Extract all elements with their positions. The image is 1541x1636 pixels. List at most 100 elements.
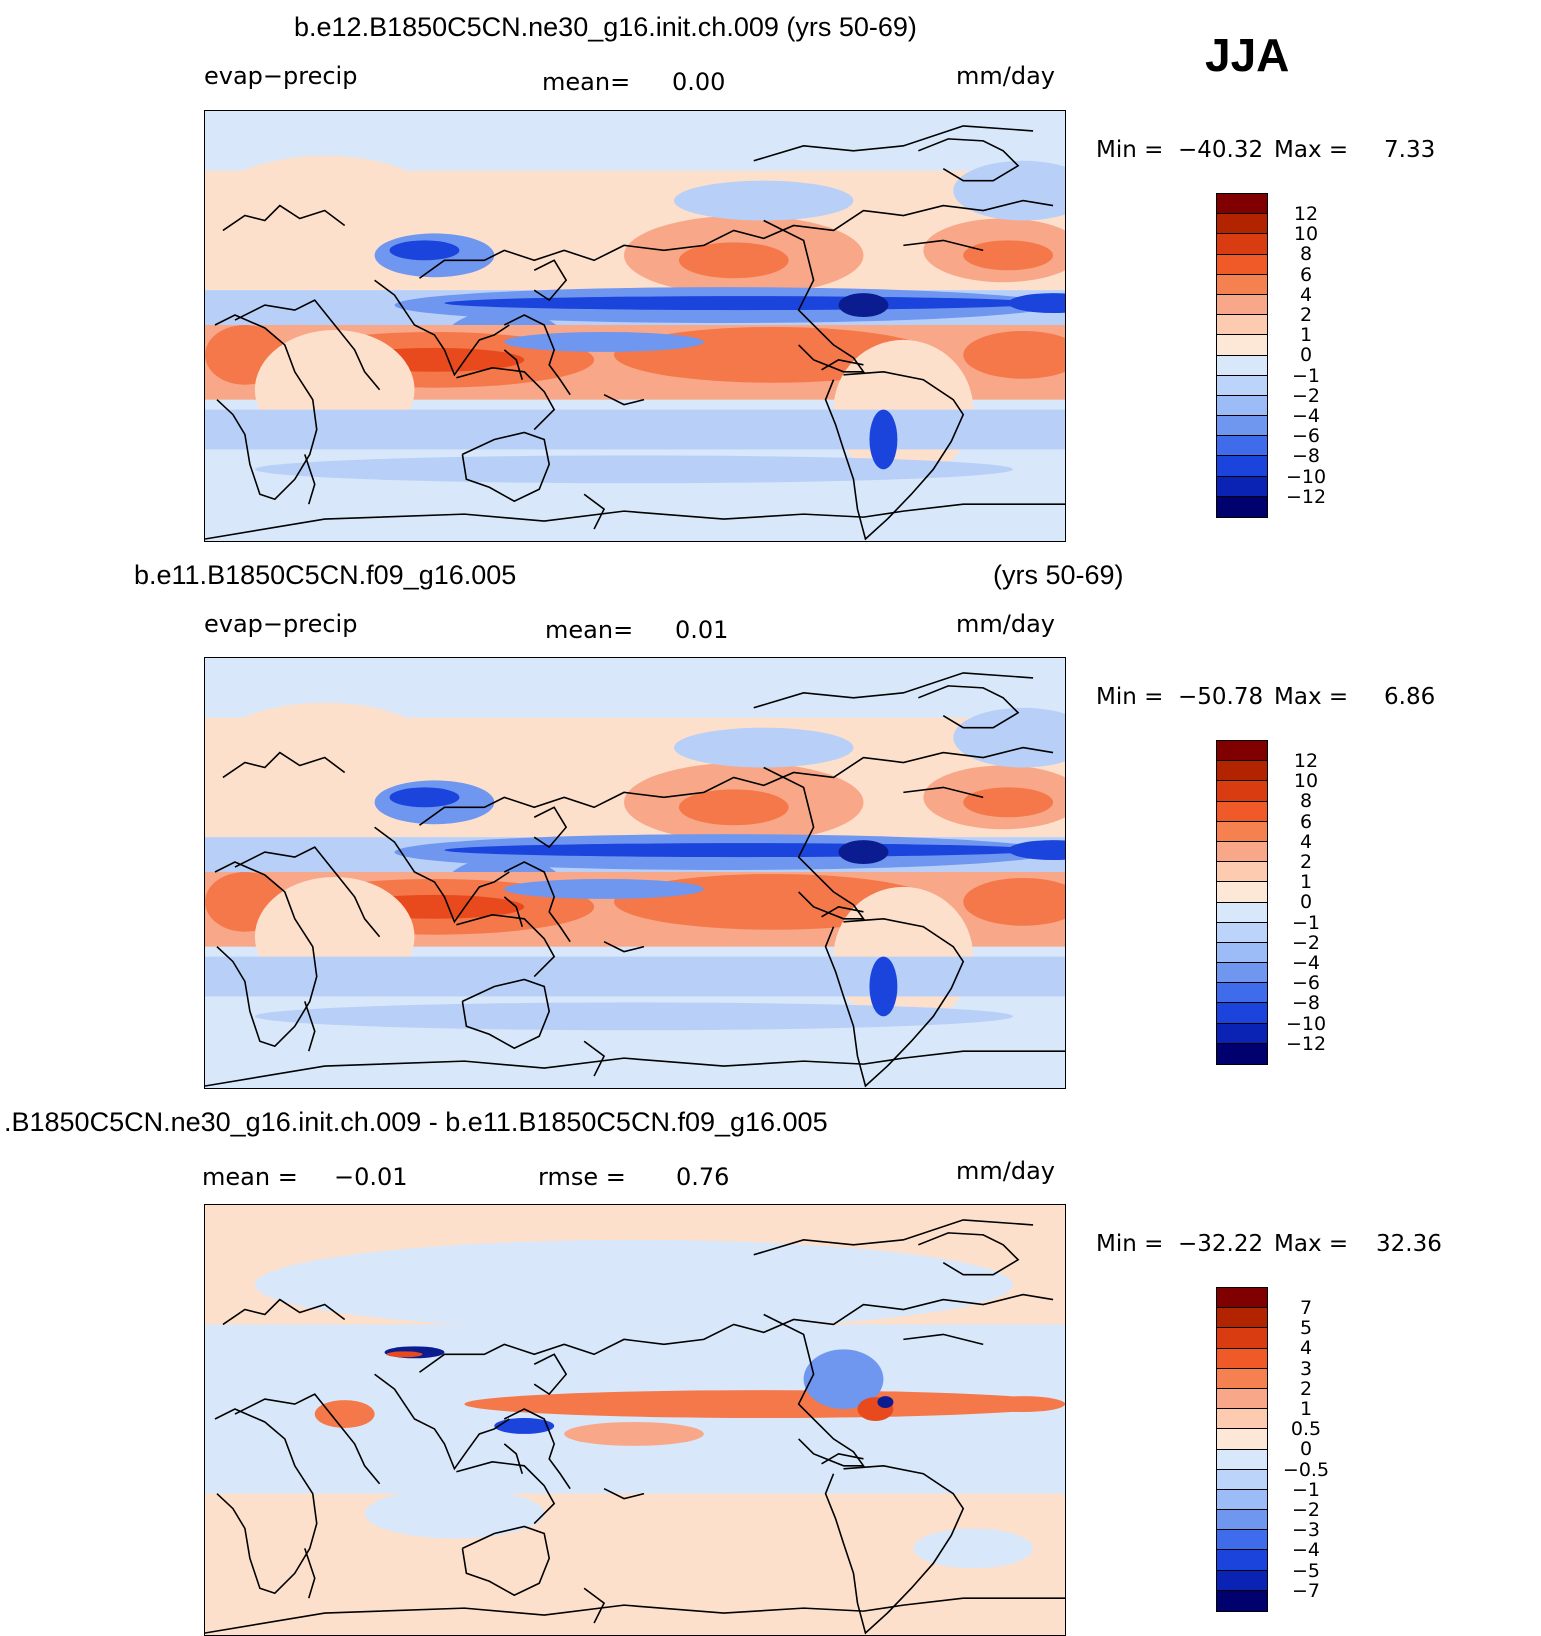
coastline	[603, 393, 645, 406]
field-band	[205, 409, 1065, 450]
colorbar-swatch	[1217, 1328, 1267, 1349]
field-region	[214, 155, 435, 246]
coastline	[419, 1293, 1054, 1373]
coastline	[918, 1232, 1020, 1276]
panel-2-title-years: (yrs 50-69)	[993, 560, 1124, 590]
panel-2-min-label: Min =	[1096, 684, 1164, 710]
coastline	[234, 299, 381, 391]
colorbar-tick-label: −1	[1291, 364, 1320, 387]
field-region	[869, 409, 898, 470]
coastline	[753, 125, 1034, 162]
colorbar-tick-label: −12	[1285, 1032, 1327, 1055]
coastline	[214, 314, 318, 501]
field-map-svg	[205, 658, 1065, 1088]
colorbar-tick-label: 0	[1299, 891, 1313, 914]
colorbar-swatch	[1217, 1469, 1267, 1490]
colorbar-tick-label: 4	[1299, 283, 1313, 306]
colorbar-swatch	[1217, 254, 1267, 275]
field-region	[1008, 840, 1065, 861]
coastline	[821, 359, 864, 371]
coastline	[824, 370, 965, 541]
field-band	[504, 878, 704, 899]
colorbar-swatch	[1217, 1308, 1267, 1329]
coastline	[903, 1333, 984, 1346]
coastline	[222, 204, 346, 232]
field-region	[678, 242, 789, 279]
field-region	[953, 707, 1065, 768]
panel-2-colorbar	[1216, 740, 1268, 1065]
colorbar-swatch	[1217, 234, 1267, 255]
field-band	[444, 296, 1044, 311]
coastline	[824, 1464, 965, 1635]
coastline	[903, 786, 984, 799]
colorbar-swatch	[1217, 355, 1267, 376]
coastline	[603, 1487, 645, 1500]
colorbar-tick-label: 7	[1299, 1297, 1313, 1319]
panel-1-mean-label: mean=	[542, 68, 631, 96]
colorbar-swatch	[1217, 1570, 1267, 1591]
colorbar-swatch	[1217, 476, 1267, 497]
coastline	[753, 1219, 1034, 1256]
colorbar-swatch	[1217, 335, 1267, 356]
field-region	[913, 1528, 1034, 1569]
colorbar-tick-label: 4	[1299, 1337, 1313, 1360]
colorbar-swatch	[1217, 315, 1267, 336]
colorbar-swatch	[1217, 841, 1267, 863]
coastline	[419, 199, 1054, 279]
panel-1-title: b.e12.B1850C5CN.ne30_g16.init.ch.009 (yr…	[294, 12, 917, 42]
coastline	[903, 239, 984, 252]
coastline	[533, 806, 568, 849]
panel-2-variable-label: evap−precip	[204, 610, 358, 638]
field-region	[214, 702, 435, 793]
panel-1-min-value: −40.32	[1178, 137, 1264, 163]
field-region	[494, 1418, 555, 1434]
coastline	[222, 1298, 346, 1326]
coastline	[461, 431, 551, 503]
colorbar-tick-label: 5	[1299, 1317, 1313, 1340]
panel-3-colorbar	[1216, 1287, 1268, 1612]
colorbar-tick-label: 10	[1293, 770, 1319, 793]
panel-3-min-value: −32.22	[1178, 1231, 1264, 1257]
coastline	[234, 1393, 381, 1485]
colorbar-swatch	[1217, 882, 1267, 903]
coastline	[583, 1587, 606, 1624]
field-region	[963, 240, 1054, 271]
coastline	[234, 846, 381, 938]
panel-3-title: .B1850C5CN.ne30_g16.init.ch.009 - b.e11.…	[4, 1107, 828, 1137]
colorbar-swatch	[1217, 761, 1267, 782]
colorbar-tick-label: 1	[1299, 324, 1313, 347]
field-region	[877, 1396, 894, 1409]
colorbar-swatch	[1217, 801, 1267, 822]
field-band	[254, 1002, 1014, 1031]
colorbar-tick-label: −1	[1291, 1478, 1320, 1501]
field-region	[869, 956, 898, 1017]
coastline	[583, 1040, 606, 1077]
colorbar-swatch	[1217, 1409, 1267, 1430]
colorbar-tick-label: 1	[1299, 1398, 1313, 1420]
coastline	[214, 861, 318, 1048]
coastline	[533, 259, 568, 302]
coastline	[304, 1548, 316, 1599]
field-region	[254, 1239, 1014, 1330]
field-map-svg	[205, 111, 1065, 541]
field-map-svg	[205, 1205, 1065, 1635]
colorbar-tick-label: −12	[1285, 485, 1327, 508]
season-label: JJA	[1205, 29, 1290, 81]
coastline	[461, 978, 551, 1050]
colorbar-swatch	[1217, 1489, 1267, 1511]
colorbar-tick-label: 2	[1299, 1377, 1313, 1400]
field-region	[963, 787, 1054, 818]
coastline	[763, 1313, 866, 1467]
panel-2-mean-label: mean=	[545, 616, 634, 644]
field-region	[981, 1396, 1065, 1413]
field-region	[673, 180, 854, 221]
field-region	[838, 840, 889, 865]
coastline	[503, 349, 524, 380]
colorbar-tick-label: −6	[1291, 425, 1320, 448]
colorbar-tick-label: −0.5	[1282, 1458, 1330, 1481]
field-band	[464, 1390, 1064, 1419]
field-region	[364, 1488, 545, 1539]
colorbar-swatch	[1217, 274, 1267, 295]
colorbar-swatch	[1217, 922, 1267, 943]
field-region	[314, 1400, 375, 1428]
